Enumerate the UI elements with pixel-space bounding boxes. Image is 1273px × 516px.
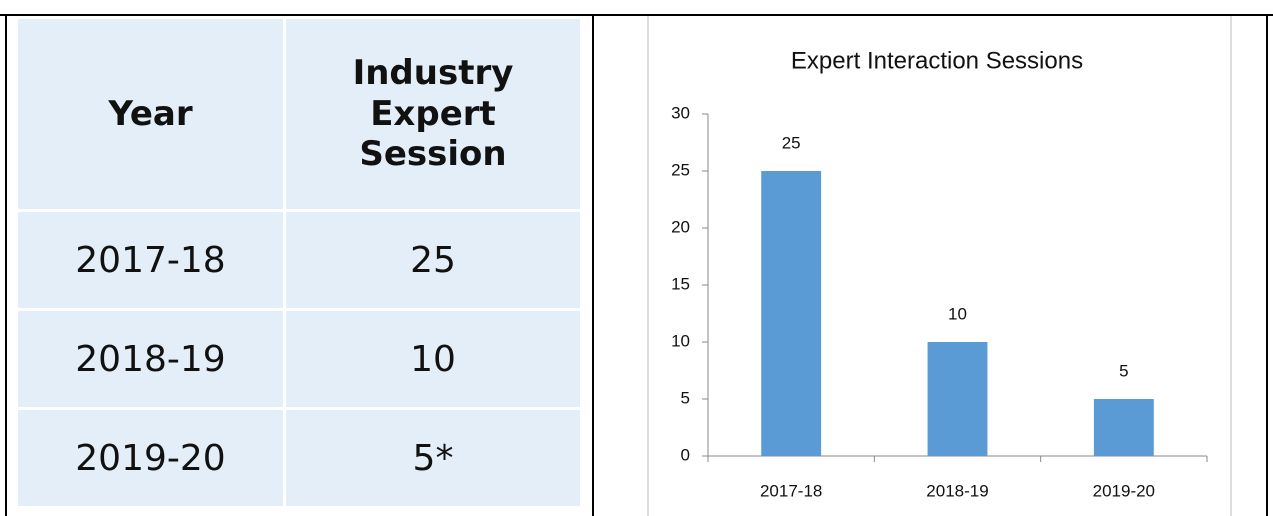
y-tick-label: 10 xyxy=(671,331,690,350)
cell: 5* xyxy=(286,410,580,506)
border-left xyxy=(5,14,7,516)
bar xyxy=(927,342,988,456)
data-label: 25 xyxy=(782,133,801,152)
y-tick-label: 15 xyxy=(671,274,690,293)
y-tick-label: 30 xyxy=(671,103,690,122)
y-tick-label: 5 xyxy=(681,388,690,407)
border-middle xyxy=(592,14,594,516)
data-label: 5 xyxy=(1119,361,1128,380)
cell: 2018-19 xyxy=(18,311,283,407)
chart-title: Expert Interaction Sessions xyxy=(791,47,1083,74)
x-tick-label: 2017-18 xyxy=(760,481,822,500)
y-tick-label: 25 xyxy=(671,160,690,179)
cell: 2019-20 xyxy=(18,410,283,506)
row: 2018-19 10 xyxy=(18,311,580,407)
bar xyxy=(761,171,822,456)
x-tick-label: 2019-20 xyxy=(1093,481,1155,500)
y-tick-label: 0 xyxy=(681,445,690,464)
bar xyxy=(1093,399,1154,456)
header-cell: Industry Expert Session xyxy=(286,19,580,209)
border-right xyxy=(1266,14,1268,516)
cell: 2017-18 xyxy=(18,212,283,308)
sessions-table: Year Industry Expert Session 2017-18 25 … xyxy=(15,16,583,509)
cell: 10 xyxy=(286,311,580,407)
y-tick-label: 20 xyxy=(671,217,690,236)
row: 2017-18 25 xyxy=(18,212,580,308)
x-tick-label: 2018-19 xyxy=(926,481,988,500)
data-label: 10 xyxy=(948,304,967,323)
header-cell: Year xyxy=(18,19,283,209)
header-row: Year Industry Expert Session xyxy=(18,19,580,209)
border-top xyxy=(0,14,1273,16)
row: 2019-20 5* xyxy=(18,410,580,506)
cell: 25 xyxy=(286,212,580,308)
